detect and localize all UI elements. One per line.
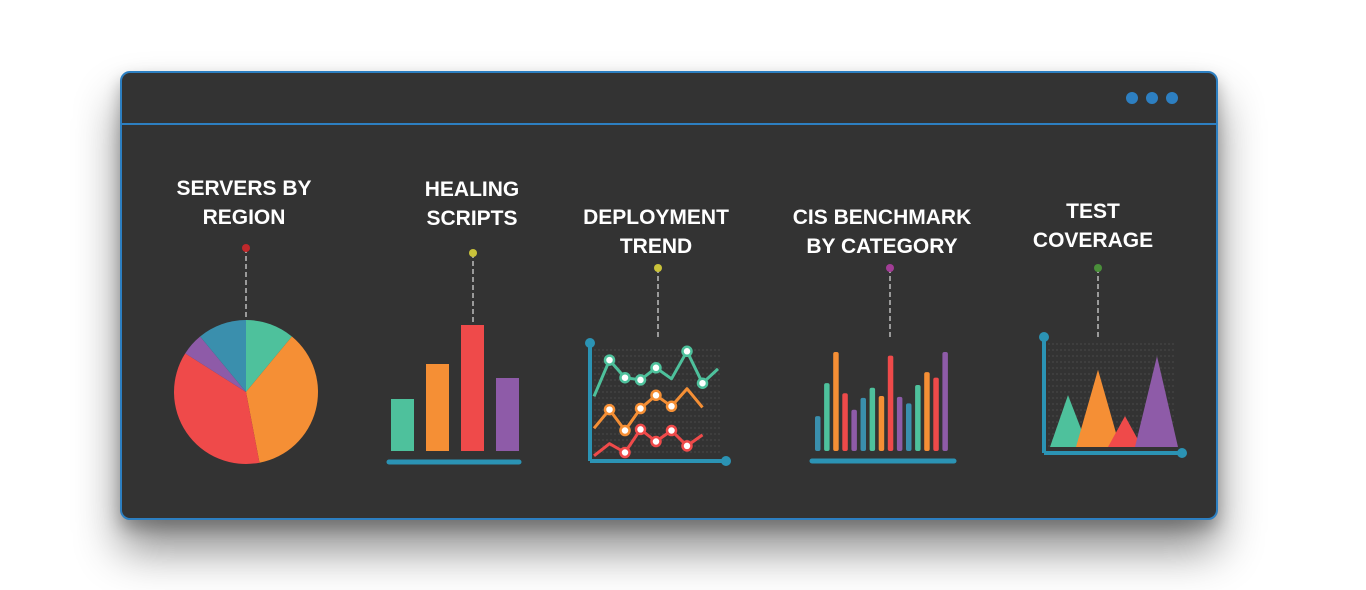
series-point bbox=[619, 446, 631, 459]
series-point bbox=[681, 440, 693, 452]
pin-dot bbox=[886, 264, 894, 272]
bar bbox=[887, 355, 894, 451]
series-point bbox=[665, 400, 678, 413]
dashboard-window bbox=[120, 71, 1218, 520]
bar bbox=[869, 387, 876, 451]
bar bbox=[391, 399, 414, 451]
series-point bbox=[634, 374, 647, 386]
pie-slice bbox=[246, 320, 292, 392]
axis-end-dot bbox=[1177, 448, 1187, 458]
window-titlebar bbox=[122, 73, 1216, 125]
bar bbox=[933, 377, 939, 451]
dot-icon[interactable] bbox=[1126, 92, 1138, 104]
pin-dot bbox=[242, 244, 250, 252]
bar bbox=[942, 352, 948, 451]
series-point bbox=[650, 362, 662, 374]
bar bbox=[815, 416, 821, 451]
series-point bbox=[619, 424, 631, 437]
chart-title-cis-benchmark: CIS BENCHMARK BY CATEGORY bbox=[792, 206, 972, 258]
series-point bbox=[696, 377, 709, 389]
bar bbox=[915, 385, 921, 451]
chart-title-servers-by-region: SERVERS BY REGION bbox=[176, 177, 312, 229]
axis-end-dot bbox=[1039, 332, 1049, 342]
bar bbox=[896, 396, 903, 451]
dot-icon[interactable] bbox=[1146, 92, 1158, 104]
chart-title-test-coverage: TEST COVERAGE bbox=[1032, 200, 1154, 252]
series-point bbox=[665, 424, 678, 437]
series-point bbox=[603, 354, 616, 366]
bar bbox=[924, 372, 930, 451]
dot-icon[interactable] bbox=[1166, 92, 1178, 104]
area-peak bbox=[1135, 356, 1178, 447]
series-point bbox=[650, 389, 662, 402]
bar bbox=[496, 378, 519, 451]
pin-dot bbox=[469, 249, 477, 257]
area-peak bbox=[1076, 369, 1120, 447]
pin-dot bbox=[1094, 264, 1102, 272]
bar bbox=[426, 364, 449, 451]
series-point bbox=[603, 403, 616, 416]
bar bbox=[906, 403, 912, 451]
series-point bbox=[650, 435, 662, 448]
bar bbox=[851, 409, 857, 451]
chart-title-healing-scripts: HEALING SCRIPTS bbox=[424, 178, 520, 230]
window-controls bbox=[1126, 92, 1178, 104]
bar bbox=[833, 352, 839, 451]
series-point bbox=[634, 402, 647, 415]
pie-slice bbox=[246, 336, 319, 463]
bar bbox=[878, 396, 885, 451]
axis-end-dot bbox=[585, 338, 595, 348]
pie-slice bbox=[200, 320, 246, 392]
bar bbox=[824, 383, 830, 451]
area-peak bbox=[1050, 395, 1088, 447]
pin-dot bbox=[654, 264, 662, 272]
pie-slice bbox=[174, 353, 260, 464]
series-point bbox=[681, 345, 693, 358]
axis-end-dot bbox=[721, 456, 731, 466]
series-point bbox=[619, 371, 631, 384]
bar bbox=[842, 393, 848, 451]
area-peak bbox=[1108, 416, 1142, 447]
bar bbox=[461, 325, 484, 451]
series-point bbox=[634, 423, 647, 436]
bar bbox=[860, 397, 866, 451]
pie-slice bbox=[185, 336, 246, 392]
chart-title-deployment-trend: DEPLOYMENT TREND bbox=[583, 206, 729, 258]
